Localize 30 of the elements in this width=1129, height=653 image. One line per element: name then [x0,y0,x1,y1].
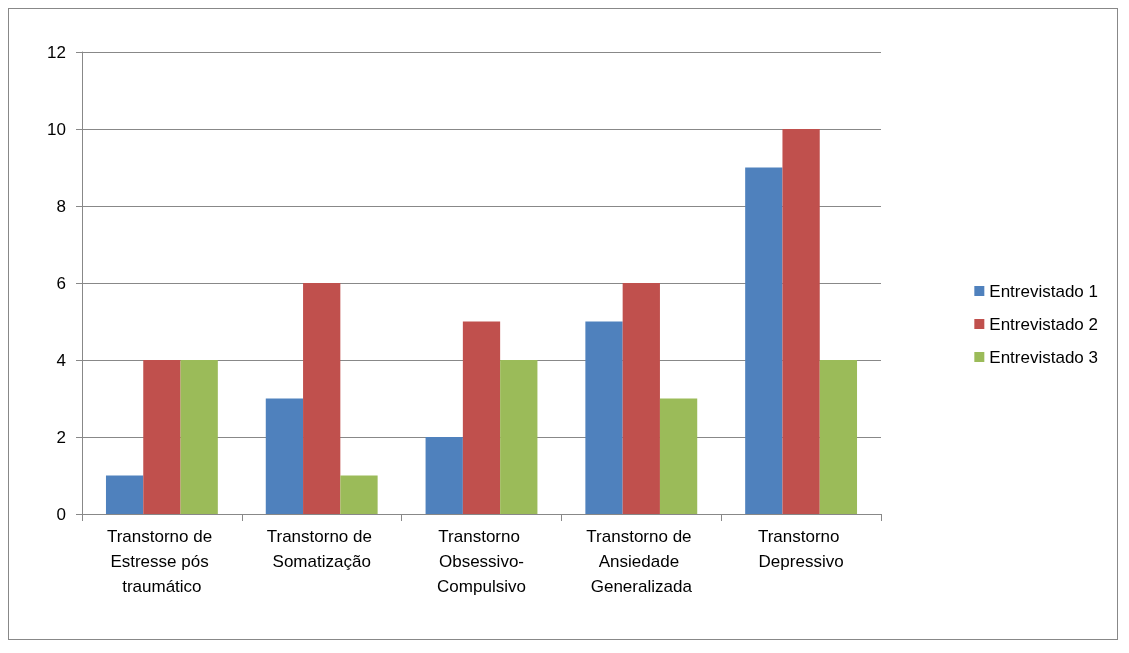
bar [105,475,144,514]
x-tick-label: Transtorno Obsessivo-Compulsivo [437,527,526,596]
bar [265,398,304,514]
bar [303,283,341,514]
bar [745,167,783,514]
bar [462,321,501,514]
y-tick-label: 10 [47,119,66,139]
bar [180,360,218,514]
x-tick-label: Transtorno Depressivo [757,527,845,571]
legend-label: Entrevistado 1 [989,281,1099,301]
bar [500,360,538,514]
bar [143,360,181,514]
legend-label: Entrevistado 3 [989,347,1099,367]
bar [622,283,660,514]
y-tick-label: 6 [56,273,66,293]
x-tick-label: Transtorno de Somatização [266,527,377,571]
bar [340,475,378,514]
bar [782,129,820,514]
y-tick-label: 8 [56,196,66,216]
bar [659,398,698,514]
x-tick-label: Transtorno de Ansiedade Generalizada [586,527,697,596]
legend-label: Entrevistado 2 [989,314,1099,334]
x-tick-label: Transtorno de Estresse pós traumático [106,527,217,596]
y-tick-label: 2 [56,427,66,447]
bar [425,437,463,514]
bar [819,360,858,514]
bar [585,321,623,514]
y-tick-label: 4 [56,350,66,370]
y-tick-label: 0 [56,504,66,524]
y-tick-label: 12 [47,42,66,62]
